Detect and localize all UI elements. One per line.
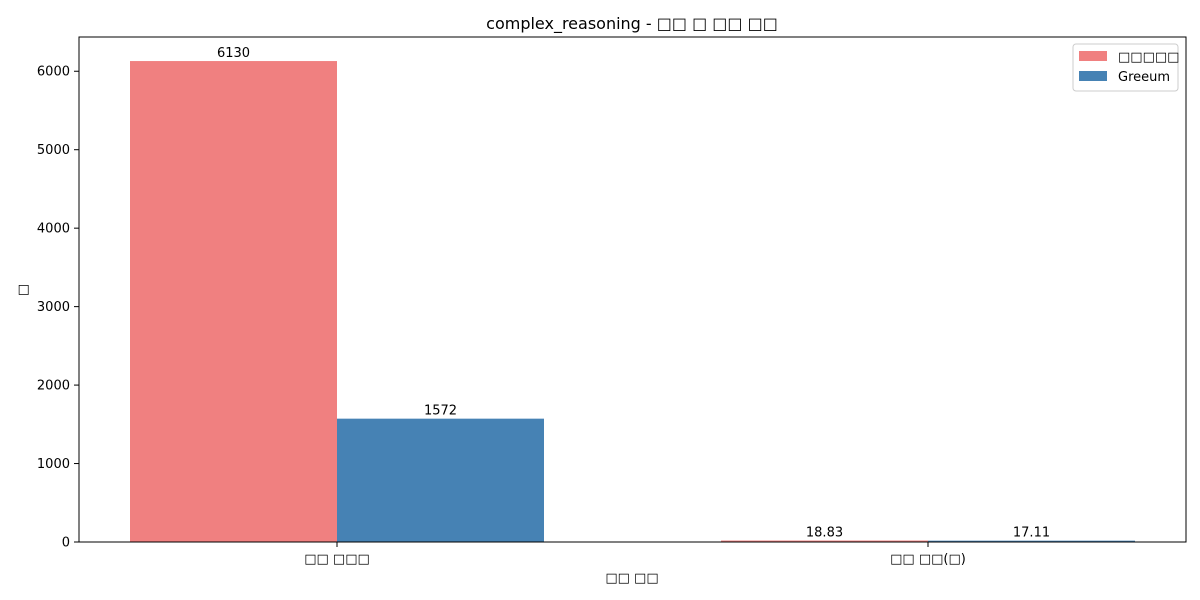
x-tick-label-0: □□ □□□ [304, 552, 370, 567]
y-tick-label-6: 6000 [37, 65, 70, 80]
data-labels-layer: 6130 18.83 1572 17.11 [217, 46, 1050, 541]
y-tick-label-3: 3000 [37, 300, 70, 315]
y-tick-label-0: 0 [62, 536, 70, 551]
legend-swatch-1 [1079, 71, 1107, 81]
legend: □□□□□ Greeum [1072, 43, 1179, 92]
y-axis-label: □ [16, 284, 31, 296]
bar-0-0 [130, 61, 337, 543]
data-label-0-1: 18.83 [806, 526, 843, 541]
data-label-0-0: 6130 [217, 46, 250, 61]
chart-title: complex_reasoning - □□ □ □□ □□ [486, 14, 778, 34]
x-axis: □□ □□□ □□ □□(□) [304, 542, 966, 567]
bar-0-1 [721, 540, 928, 542]
legend-label-0: □□□□□ [1118, 50, 1179, 65]
bars-layer [130, 61, 1135, 543]
legend-swatch-0 [1079, 51, 1107, 61]
data-label-1-0: 1572 [424, 404, 457, 419]
y-axis: 0 1000 2000 3000 4000 5000 6000 [37, 65, 79, 551]
y-tick-label-5: 5000 [37, 143, 70, 158]
bar-1-0 [337, 418, 544, 542]
data-label-1-1: 17.11 [1013, 526, 1050, 541]
x-axis-label: □□ □□ [605, 571, 658, 586]
y-tick-label-4: 4000 [37, 222, 70, 237]
bar-1-1 [928, 540, 1135, 542]
x-tick-label-1: □□ □□(□) [890, 552, 966, 567]
legend-label-1: Greeum [1118, 70, 1170, 85]
y-tick-label-1: 1000 [37, 457, 70, 472]
y-tick-label-2: 2000 [37, 379, 70, 394]
plot-frame [78, 36, 1187, 543]
